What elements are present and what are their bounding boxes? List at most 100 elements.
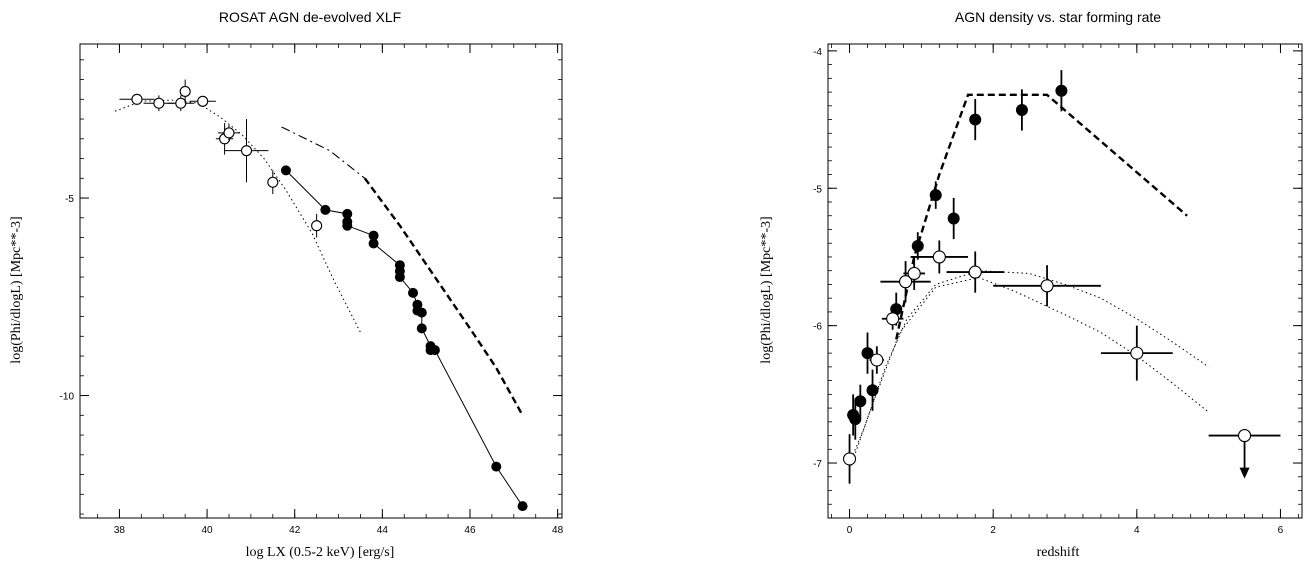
y-axis-label: log(Phi/dlogL) [Mpc**-3] — [9, 216, 24, 363]
open-data-point — [1208, 429, 1281, 479]
open-marker — [1237, 429, 1252, 443]
open-marker — [1130, 346, 1144, 360]
x-tick-label: 46 — [464, 525, 476, 536]
filled-marker — [394, 272, 405, 283]
open-data-point — [903, 256, 925, 290]
chart-panel-density: AGN density vs. star forming rate redshi… — [700, 0, 1305, 564]
filled-marker — [368, 230, 379, 241]
open-marker — [842, 452, 857, 466]
y-tick-label: -10 — [60, 392, 75, 403]
filled-data-point — [969, 98, 982, 141]
y-tick-label: -5 — [65, 194, 74, 205]
filled-marker — [342, 220, 353, 231]
x-tick-label: 2 — [990, 525, 996, 536]
filled-marker — [416, 307, 427, 318]
x-tick-label: 42 — [289, 525, 301, 536]
density-chart: AGN density vs. star forming rate redshi… — [759, 9, 1303, 560]
filled-data-point — [854, 384, 867, 418]
filled-data-point — [416, 307, 427, 318]
filled-data-point — [368, 230, 379, 241]
filled-data-point — [866, 369, 879, 411]
filled-marker — [517, 501, 528, 512]
x-tick-label: 48 — [552, 525, 564, 536]
plot-frame — [79, 43, 563, 519]
filled-marker — [368, 238, 379, 249]
y-axis-label: log(Phi/dlogL) [Mpc**-3] — [759, 216, 774, 363]
dashed-model-curve — [895, 93, 1188, 340]
x-axis-label: redshift — [1037, 545, 1080, 560]
filled-data-point — [368, 238, 379, 249]
filled-marker — [429, 345, 440, 356]
dash-dot-model-curve — [281, 126, 366, 179]
filled-marker — [911, 239, 924, 252]
y-tick-label: -7 — [813, 459, 822, 470]
filled-data-point — [929, 181, 942, 209]
filled-data-point — [429, 345, 440, 356]
open-data-point — [842, 434, 857, 484]
open-marker — [907, 266, 921, 280]
filled-data-point — [947, 197, 960, 240]
y-tick-label: -4 — [813, 47, 822, 58]
dotted-model-curve — [849, 270, 1209, 464]
dotted-model-curve — [114, 99, 361, 333]
filled-data-point — [861, 332, 874, 374]
open-marker — [197, 95, 209, 107]
open-data-point — [179, 79, 191, 104]
filled-marker — [408, 287, 419, 298]
open-marker — [886, 312, 900, 326]
x-tick-label: 4 — [1134, 525, 1140, 536]
open-data-point — [993, 265, 1101, 307]
filled-marker — [969, 113, 982, 126]
filled-marker — [280, 165, 291, 176]
filled-marker — [342, 208, 353, 219]
upper-limit-arrow — [1239, 467, 1250, 479]
open-data-point — [224, 119, 269, 183]
connected-data-line — [285, 170, 523, 507]
open-data-point — [869, 346, 885, 374]
open-marker — [311, 220, 323, 232]
filled-marker — [1015, 103, 1028, 116]
filled-data-point — [849, 398, 862, 440]
open-data-point — [881, 307, 904, 330]
open-data-point — [218, 124, 240, 141]
x-tick-label: 6 — [1278, 525, 1284, 536]
filled-marker — [320, 204, 331, 215]
filled-marker — [861, 347, 874, 360]
open-marker — [1040, 279, 1054, 293]
open-data-point — [119, 93, 155, 105]
filled-data-point — [491, 461, 502, 472]
filled-data-point — [517, 501, 528, 512]
x-tick-label: 44 — [377, 525, 389, 536]
open-data-point — [880, 261, 931, 303]
open-marker — [870, 353, 884, 367]
filled-marker — [866, 384, 879, 397]
open-marker — [267, 176, 279, 188]
filled-marker — [947, 212, 960, 225]
filled-marker — [491, 461, 502, 472]
x-axis-label: log LX (0.5-2 keV) [erg/s] — [246, 545, 395, 560]
open-marker — [175, 97, 187, 109]
dashed-model-curve — [363, 177, 524, 416]
filled-data-point — [408, 287, 419, 298]
filled-data-point — [342, 220, 353, 231]
filled-marker — [1055, 84, 1068, 97]
open-marker — [240, 145, 253, 157]
filled-data-point — [416, 323, 427, 334]
open-data-point — [910, 240, 969, 274]
open-marker — [153, 97, 165, 109]
open-data-point — [1100, 325, 1173, 381]
chart-title: AGN density vs. star forming rate — [955, 9, 1161, 25]
filled-data-point — [1055, 70, 1068, 112]
open-data-point — [167, 95, 194, 112]
y-tick-label: -5 — [813, 184, 822, 195]
filled-marker — [929, 189, 942, 202]
open-data-point — [189, 95, 216, 107]
filled-data-point — [911, 232, 924, 260]
xlf-chart: ROSAT AGN de-evolved XLF log LX (0.5-2 k… — [9, 9, 564, 560]
open-marker — [899, 275, 913, 289]
open-data-point — [311, 213, 323, 238]
open-marker — [968, 265, 982, 279]
filled-data-point — [280, 165, 291, 176]
open-marker — [223, 127, 235, 139]
filled-marker — [416, 323, 427, 334]
